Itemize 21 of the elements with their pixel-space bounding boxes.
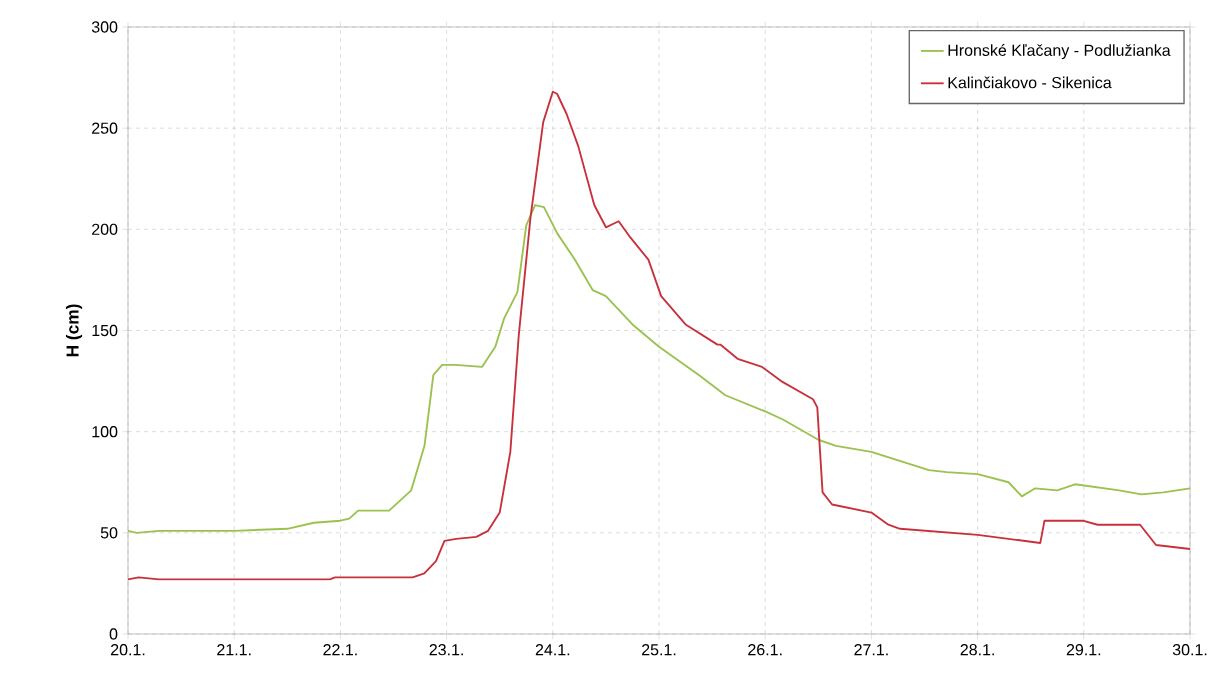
x-tick-label: 25.1. <box>642 644 676 656</box>
x-tick-label: 20.1. <box>111 644 145 656</box>
y-tick-label: 0 <box>109 628 118 640</box>
y-tick-label: 250 <box>92 122 118 134</box>
y-tick-label: 200 <box>92 223 118 235</box>
x-tick-label: 22.1. <box>323 644 357 656</box>
x-tick-label: 28.1. <box>960 644 994 656</box>
legend-label: Hronské Kľačany - Podlužianka <box>948 44 1171 60</box>
y-tick-label: 100 <box>92 426 118 438</box>
x-tick-label: 24.1. <box>535 644 570 656</box>
x-tick-label: 26.1. <box>748 644 782 656</box>
x-tick-label: 30.1. <box>1172 644 1207 656</box>
x-tick-label: 21.1. <box>217 644 251 656</box>
y-tick-label: 50 <box>100 527 118 539</box>
x-tick-label: 27.1. <box>854 644 888 656</box>
x-tick-label: 23.1. <box>429 644 463 656</box>
y-tick-label: 150 <box>92 324 118 337</box>
legend-label: Kalinčiakovo - Sikenica <box>948 76 1112 89</box>
y-tick-label: 300 <box>91 21 118 33</box>
y-axis-title: H (cm) <box>65 304 83 357</box>
x-tick-label: 29.1. <box>1066 644 1101 656</box>
